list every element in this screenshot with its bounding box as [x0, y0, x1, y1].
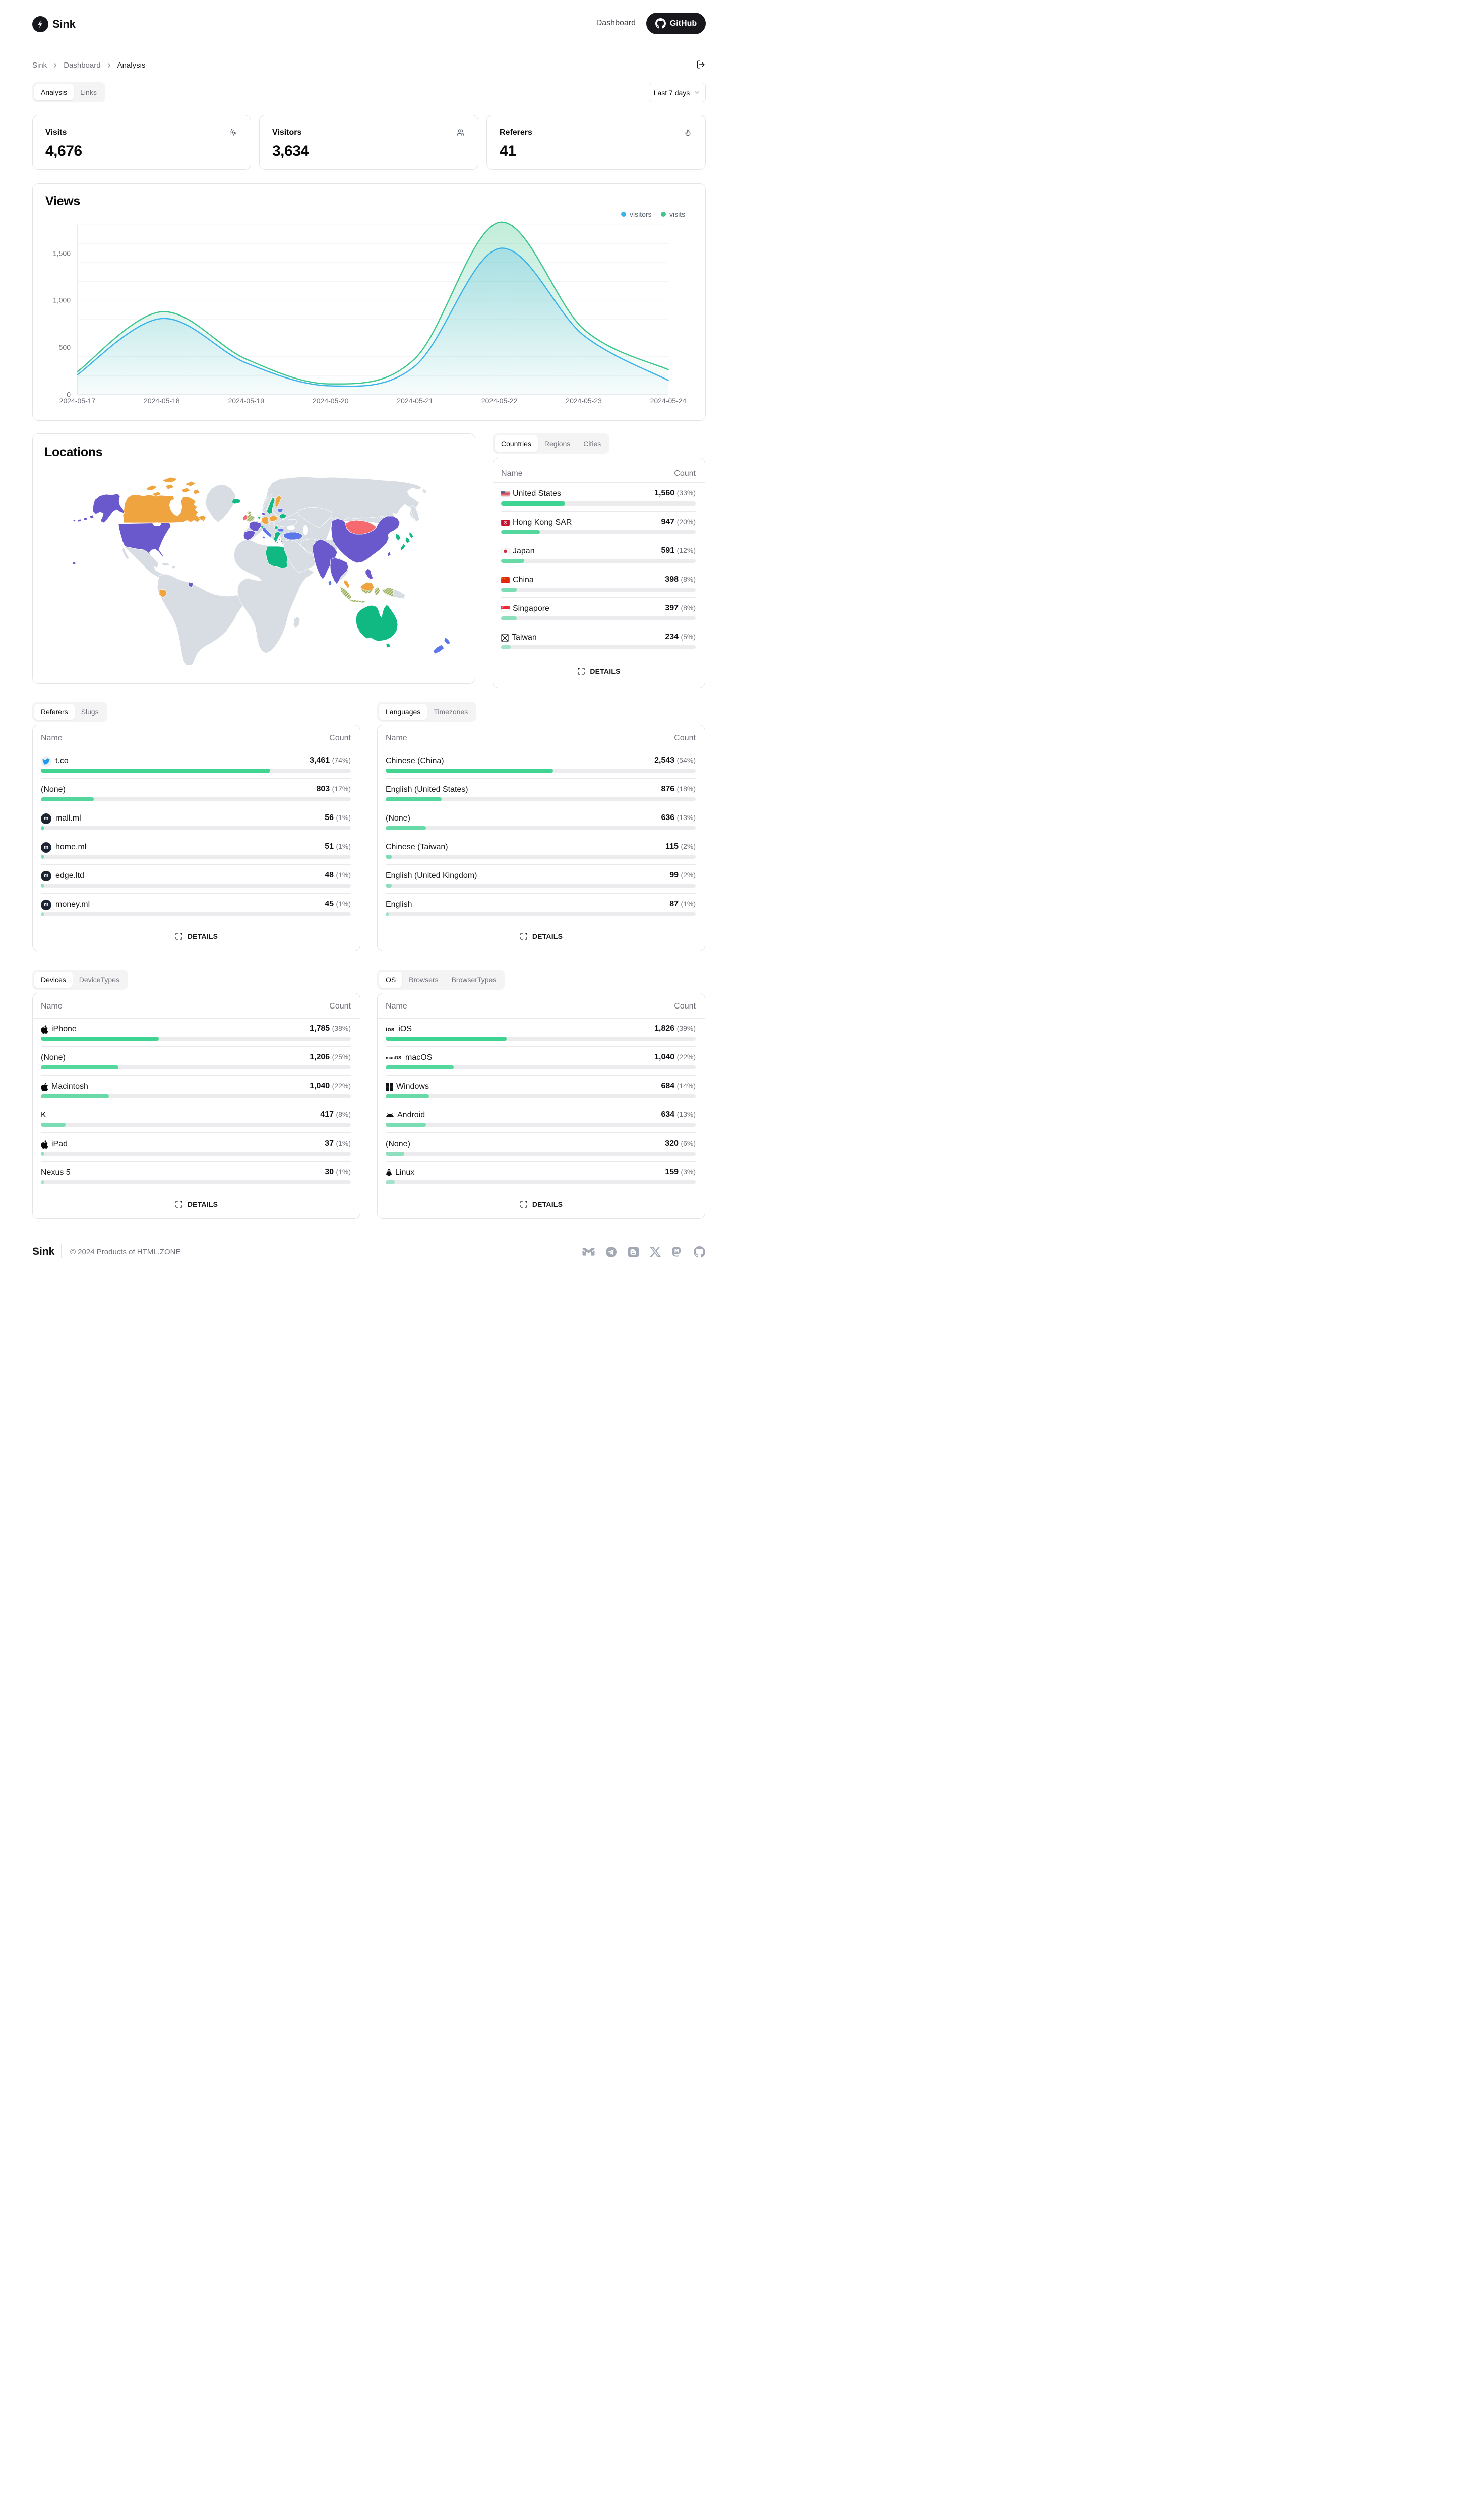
svg-text:1,000: 1,000	[53, 296, 71, 304]
svg-text:1,500: 1,500	[53, 249, 71, 257]
svg-text:2024-05-24: 2024-05-24	[650, 397, 687, 405]
svg-text:2024-05-22: 2024-05-22	[481, 397, 518, 405]
svg-text:2024-05-19: 2024-05-19	[228, 397, 265, 405]
svg-text:2024-05-20: 2024-05-20	[313, 397, 349, 405]
svg-text:0: 0	[67, 390, 71, 398]
svg-text:2024-05-17: 2024-05-17	[59, 397, 96, 405]
svg-text:2024-05-23: 2024-05-23	[566, 397, 602, 405]
svg-text:2024-05-18: 2024-05-18	[144, 397, 180, 405]
svg-text:2024-05-21: 2024-05-21	[397, 397, 433, 405]
svg-text:500: 500	[59, 343, 71, 351]
svg-text:visits: visits	[669, 210, 685, 218]
svg-text:visitors: visitors	[630, 210, 652, 218]
